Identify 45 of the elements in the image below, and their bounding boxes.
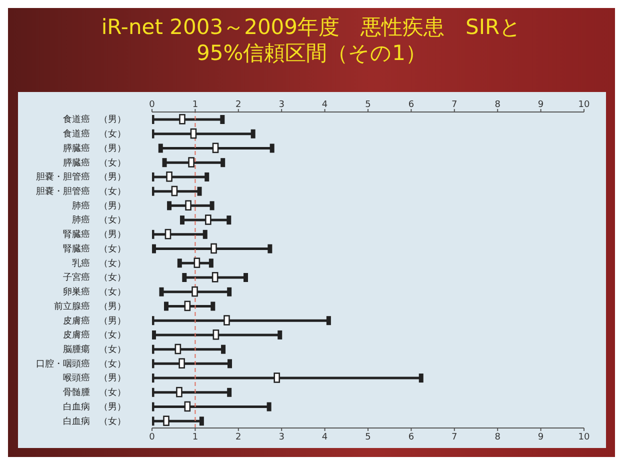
y-tick-label: 骨髄腫 （女） — [63, 387, 126, 398]
x-tick-label: 7 — [452, 100, 458, 110]
y-tick-label: 皮膚癌 （女） — [63, 330, 126, 341]
y-tick-label: 胆嚢・胆管癌 （女） — [36, 186, 126, 197]
x2-tick-label: 3 — [278, 432, 284, 442]
y-tick-label: 膵臓癌 （女） — [63, 157, 126, 168]
x-tick-label: 10 — [578, 100, 590, 110]
y-tick-label: 乳癌 （女） — [72, 258, 126, 269]
x2-tick-label: 2 — [236, 432, 242, 442]
x-tick-label: 5 — [365, 100, 371, 110]
y-tick-label: 食道癌 （女） — [63, 128, 126, 140]
x2-tick-label: 4 — [322, 432, 328, 442]
x2-tick-label: 1 — [192, 432, 198, 442]
y-tick-label: 肺癌 （女） — [72, 214, 126, 226]
y-tick-label: 前立腺癌 （男） — [54, 300, 126, 312]
x2-tick-label: 0 — [149, 432, 156, 442]
y-tick-label: 白血病 （女） — [63, 416, 126, 427]
x-tick-label: 9 — [538, 100, 544, 110]
x2-tick-label: 5 — [365, 432, 371, 442]
x2-tick-label: 6 — [408, 432, 414, 442]
x-tick-label: 2 — [236, 100, 242, 110]
y-tick-label: 膵臓癌 （男） — [63, 142, 126, 154]
x-tick-label: 8 — [494, 100, 501, 110]
x-tick-label: 6 — [408, 100, 414, 110]
y-tick-label: 口腔・咽頭癌 （女） — [36, 358, 126, 370]
x2-tick-label: 8 — [494, 432, 501, 442]
y-tick-label: 腎臓癌 （男） — [63, 229, 126, 240]
x-tick-label: 4 — [322, 100, 328, 110]
x-tick-label: 1 — [192, 100, 198, 110]
x2-tick-label: 7 — [452, 432, 458, 442]
y-tick-label: 子宮癌 （女） — [63, 272, 126, 284]
y-tick-label: 肺癌 （男） — [72, 200, 126, 212]
y-tick-label: 腎臓癌 （女） — [63, 243, 126, 254]
x-tick-label: 0 — [149, 100, 156, 110]
y-tick-label: 白血病 （男） — [63, 401, 126, 412]
y-tick-label: 喉頭癌 （男） — [63, 372, 126, 384]
x-tick-label: 3 — [278, 100, 284, 110]
chart-title: iR-net 2003～2009年度 悪性疾患 SIRと 95%信頼区間（その1） — [100, 14, 523, 66]
x2-tick-label: 9 — [538, 432, 544, 442]
y-tick-label: 脳腫瘍 （女） — [63, 344, 126, 355]
y-tick-label: 皮膚癌 （男） — [63, 315, 126, 326]
x2-tick-label: 10 — [578, 432, 590, 442]
y-tick-label: 食道癌 （男） — [63, 114, 126, 126]
y-tick-label: 胆嚢・胆管癌 （男） — [36, 172, 126, 183]
y-tick-label: 卵巣癌 （女） — [63, 286, 126, 298]
